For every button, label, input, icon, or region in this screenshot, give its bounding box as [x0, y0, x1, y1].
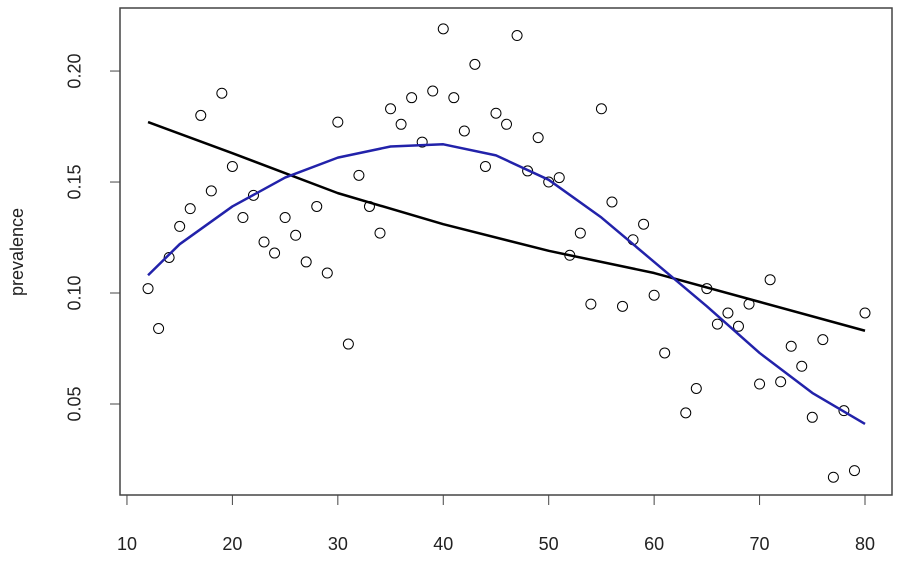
x-tick-label: 10 — [117, 534, 137, 554]
x-tick-label: 20 — [222, 534, 242, 554]
point — [680, 407, 692, 419]
y-tick-label: 0.10 — [65, 275, 85, 310]
point — [785, 340, 797, 352]
point — [279, 212, 291, 224]
point — [722, 307, 734, 319]
point — [648, 289, 660, 301]
point — [290, 229, 302, 241]
point — [848, 465, 860, 477]
point — [374, 227, 386, 239]
point — [585, 298, 597, 310]
point — [796, 360, 808, 372]
point — [659, 347, 671, 359]
point — [532, 132, 544, 144]
point — [490, 107, 502, 119]
point — [732, 320, 744, 332]
point — [395, 118, 407, 130]
point — [406, 92, 418, 104]
fit-line — [147, 143, 866, 426]
point — [184, 203, 196, 215]
point — [174, 220, 186, 232]
point — [205, 185, 217, 197]
point — [806, 411, 818, 423]
point — [522, 165, 534, 177]
point — [342, 338, 354, 350]
x-tick-label: 70 — [750, 534, 770, 554]
point — [226, 160, 238, 172]
y-tick-label: 0.15 — [65, 165, 85, 200]
point — [764, 274, 776, 286]
point — [311, 200, 323, 212]
point — [321, 267, 333, 279]
point — [163, 251, 175, 263]
point — [595, 103, 607, 115]
point — [859, 307, 871, 319]
x-tick-label: 80 — [855, 534, 875, 554]
point — [690, 382, 702, 394]
point — [711, 318, 723, 330]
point — [754, 378, 766, 390]
x-tick-label: 50 — [539, 534, 559, 554]
point — [216, 87, 228, 99]
point — [827, 471, 839, 483]
point — [775, 376, 787, 388]
point — [606, 196, 618, 208]
point — [501, 118, 513, 130]
point — [553, 172, 565, 184]
point — [427, 85, 439, 97]
x-tick-label: 30 — [328, 534, 348, 554]
x-tick-label: 60 — [644, 534, 664, 554]
point — [142, 283, 154, 295]
point — [469, 58, 481, 70]
point — [448, 92, 460, 104]
point — [258, 236, 270, 248]
point — [416, 136, 428, 148]
point — [511, 30, 523, 42]
point — [300, 256, 312, 268]
y-tick-label: 0.05 — [65, 386, 85, 421]
point — [353, 169, 365, 181]
point — [479, 160, 491, 172]
x-tick-label: 40 — [433, 534, 453, 554]
point — [638, 218, 650, 230]
point — [269, 247, 281, 259]
point — [617, 300, 629, 312]
y-tick-label: 0.20 — [65, 54, 85, 89]
plot-box — [119, 7, 893, 496]
y-axis-label: prevalence — [7, 208, 27, 296]
point — [574, 227, 586, 239]
fit-line — [147, 120, 866, 332]
point — [153, 323, 165, 335]
point — [817, 334, 829, 346]
point — [332, 116, 344, 128]
point — [437, 23, 449, 35]
point — [458, 125, 470, 137]
point — [838, 405, 850, 417]
point — [195, 109, 207, 121]
point — [385, 103, 397, 115]
point — [247, 189, 259, 201]
point — [237, 212, 249, 224]
